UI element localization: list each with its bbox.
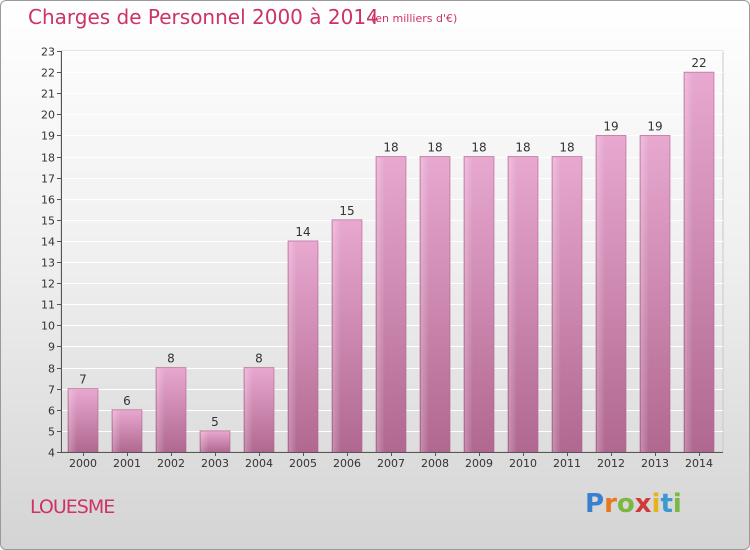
commune-name: LOUESME bbox=[30, 496, 115, 518]
bar-highlight bbox=[421, 157, 429, 453]
logo-letter: o bbox=[616, 489, 635, 519]
logo-letter: x bbox=[634, 489, 652, 519]
x-tick-label: 2001 bbox=[113, 457, 141, 470]
logo-letter: i bbox=[651, 489, 661, 519]
x-tick-label: 2007 bbox=[377, 457, 405, 470]
x-tick-label: 2011 bbox=[553, 457, 581, 470]
x-tick-label: 2009 bbox=[465, 457, 493, 470]
bar-highlight bbox=[157, 368, 165, 452]
logo-letter: r bbox=[604, 489, 617, 519]
data-label: 8 bbox=[255, 352, 263, 366]
bar-highlight bbox=[289, 241, 297, 452]
bar-highlight bbox=[553, 157, 561, 453]
bar-highlight bbox=[113, 410, 121, 452]
data-label: 22 bbox=[691, 56, 706, 70]
x-tick-label: 2006 bbox=[333, 457, 361, 470]
y-tick-label: 8 bbox=[48, 363, 55, 376]
y-tick-label: 13 bbox=[41, 257, 55, 270]
chart-subtitle: (en milliers d'€) bbox=[371, 12, 458, 25]
data-label: 18 bbox=[515, 141, 530, 155]
y-tick-label: 18 bbox=[41, 152, 55, 165]
y-axis: 4 5 6 7 8 9 10 11 12 13 14 15 16 17 18 19 20 21 22 23 bbox=[41, 46, 62, 460]
y-tick-label: 9 bbox=[48, 341, 55, 354]
bar-highlight bbox=[685, 73, 693, 453]
data-label: 19 bbox=[603, 119, 618, 133]
y-tick-label: 23 bbox=[41, 46, 55, 59]
x-tick-label: 2008 bbox=[421, 457, 449, 470]
bar-highlight bbox=[641, 136, 649, 452]
data-label: 6 bbox=[123, 394, 131, 408]
data-label: 18 bbox=[427, 141, 442, 155]
y-tick-label: 12 bbox=[41, 278, 55, 291]
x-tick-label: 2013 bbox=[641, 457, 669, 470]
bar-highlight bbox=[509, 157, 517, 453]
data-label: 15 bbox=[339, 204, 354, 218]
bar-highlight bbox=[597, 136, 605, 452]
data-label: 18 bbox=[559, 141, 574, 155]
y-tick-label: 5 bbox=[48, 426, 55, 439]
bar-highlight bbox=[465, 157, 473, 453]
logo-letter: t bbox=[660, 489, 673, 519]
y-tick-label: 4 bbox=[48, 447, 55, 460]
data-label: 7 bbox=[79, 373, 87, 387]
data-label: 14 bbox=[295, 225, 310, 239]
bar-highlight bbox=[333, 220, 341, 452]
x-tick-label: 2010 bbox=[509, 457, 537, 470]
y-tick-label: 22 bbox=[41, 67, 55, 80]
proxiti-logo[interactable]: Proxiti bbox=[585, 489, 682, 519]
data-label: 8 bbox=[167, 352, 175, 366]
bar-highlight bbox=[245, 368, 253, 452]
logo-letter: i bbox=[672, 489, 682, 519]
x-tick-label: 2002 bbox=[157, 457, 185, 470]
bars: 7 6 8 5 8 14 15 18 18 18 18 18 19 19 22 bbox=[67, 56, 715, 453]
data-label: 18 bbox=[383, 141, 398, 155]
y-tick-label: 20 bbox=[41, 109, 55, 122]
x-tick-label: 2014 bbox=[685, 457, 713, 470]
x-tick-label: 2005 bbox=[289, 457, 317, 470]
y-tick-label: 15 bbox=[41, 215, 55, 228]
chart-title: Charges de Personnel 2000 à 2014 bbox=[28, 5, 379, 29]
y-tick-label: 11 bbox=[41, 299, 55, 312]
y-tick-label: 17 bbox=[41, 173, 55, 186]
y-tick-label: 10 bbox=[41, 320, 55, 333]
logo-letter: P bbox=[585, 489, 605, 519]
y-tick-label: 14 bbox=[41, 236, 55, 249]
data-label: 18 bbox=[471, 141, 486, 155]
x-axis: 2000 2001 2002 2003 2004 2005 2006 2007 2008 2009… bbox=[61, 452, 723, 470]
bar-highlight bbox=[69, 389, 77, 452]
x-tick-label: 2000 bbox=[69, 457, 97, 470]
x-tick-label: 2003 bbox=[201, 457, 229, 470]
y-tick-label: 16 bbox=[41, 194, 55, 207]
x-tick-label: 2004 bbox=[245, 457, 273, 470]
y-tick-label: 6 bbox=[48, 405, 55, 418]
y-tick-label: 21 bbox=[41, 88, 55, 101]
bar-highlight bbox=[377, 157, 385, 453]
x-tick-label: 2012 bbox=[597, 457, 625, 470]
data-label: 19 bbox=[647, 119, 662, 133]
bar-highlight bbox=[201, 431, 209, 452]
data-label: 5 bbox=[211, 415, 219, 429]
y-tick-label: 7 bbox=[48, 384, 55, 397]
y-tick-label: 19 bbox=[41, 130, 55, 143]
